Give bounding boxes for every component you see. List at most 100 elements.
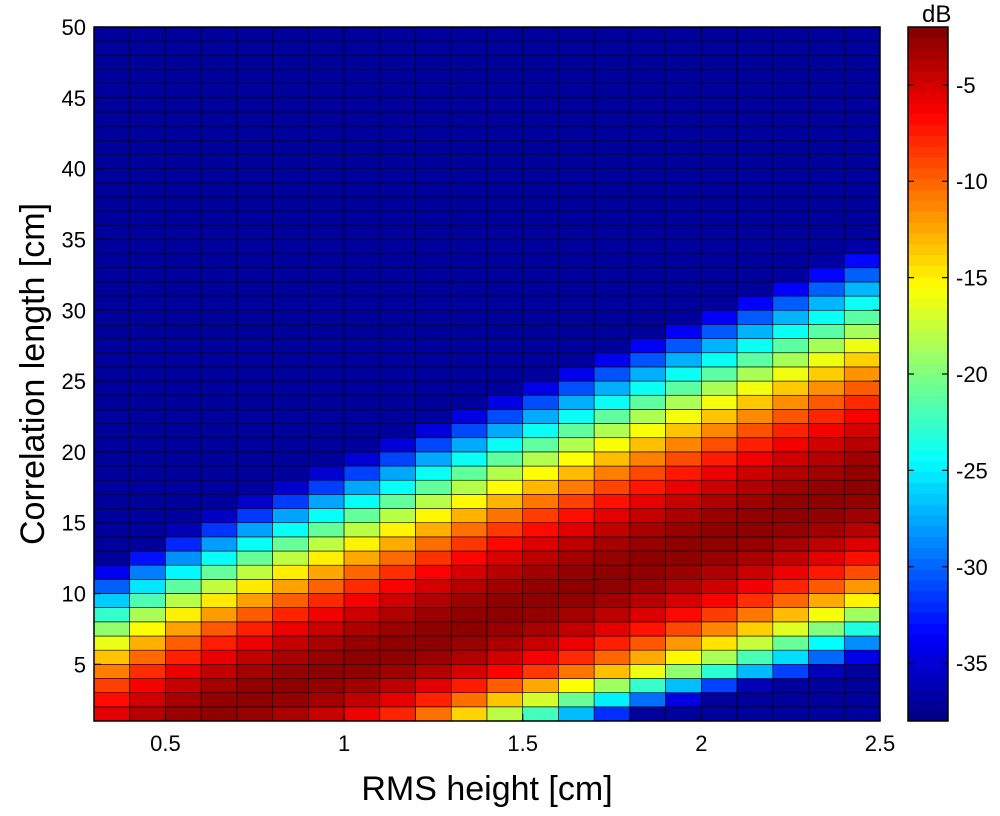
heatmap-cell — [843, 352, 881, 368]
heatmap-cell — [843, 140, 881, 155]
heatmap-cell — [701, 479, 738, 495]
heatmap-cell — [308, 83, 345, 99]
heatmap-cell — [343, 621, 381, 637]
heatmap-cell — [165, 182, 202, 198]
heatmap-cell — [629, 154, 666, 169]
heatmap-cell — [450, 607, 488, 623]
heatmap-cell — [343, 40, 381, 56]
heatmap-cell — [593, 26, 631, 42]
heatmap-cell — [236, 196, 273, 212]
heatmap-cell — [343, 196, 381, 212]
colorbar-segment — [908, 482, 948, 494]
heatmap-cell — [415, 579, 452, 594]
heatmap-cell — [379, 423, 416, 439]
heatmap-cell — [343, 479, 381, 495]
heatmap-cell — [522, 324, 559, 339]
heatmap-cell — [415, 281, 452, 297]
heatmap-cell — [808, 380, 845, 396]
heatmap-cell — [236, 168, 273, 184]
heatmap-cell — [808, 97, 845, 113]
heatmap-cell — [843, 154, 881, 169]
heatmap-cell — [415, 83, 452, 99]
x-tick-label: 2.5 — [865, 731, 896, 756]
heatmap-cell — [236, 621, 273, 637]
colorbar-segment — [908, 276, 948, 288]
heatmap-cell — [343, 69, 381, 84]
heatmap-cell — [522, 125, 559, 141]
colorbar-segment — [908, 655, 948, 668]
heatmap-cell — [236, 281, 273, 297]
heatmap-cell — [701, 239, 738, 254]
heatmap-cell — [558, 423, 595, 439]
heatmap-cell — [808, 168, 845, 184]
heatmap-cell — [415, 593, 452, 608]
heatmap-cell — [593, 324, 631, 339]
heatmap-cell — [165, 26, 202, 42]
heatmap-cell — [165, 593, 202, 608]
heatmap-cell — [486, 125, 524, 141]
heatmap-cell — [236, 55, 273, 70]
heatmap-cell — [558, 479, 595, 495]
heatmap-cell — [379, 508, 416, 524]
heatmap-cell — [165, 692, 202, 708]
heatmap-cell — [558, 352, 595, 368]
heatmap-cell — [665, 324, 702, 339]
heatmap-cell — [629, 579, 666, 594]
heatmap-cell — [772, 97, 809, 113]
heatmap-cell — [308, 182, 345, 198]
heatmap-cell — [379, 83, 416, 99]
heatmap-cell — [843, 394, 881, 410]
colorbar-segment — [908, 417, 948, 429]
heatmap-cell — [558, 253, 595, 269]
heatmap-cell — [593, 522, 631, 538]
heatmap-cell — [772, 664, 809, 679]
x-tick-label: 0.5 — [150, 731, 181, 756]
heatmap-cell — [665, 352, 702, 368]
heatmap-cell — [486, 437, 524, 453]
heatmap-cell — [450, 26, 488, 42]
heatmap-cell — [165, 409, 202, 424]
heatmap-cell — [272, 593, 309, 608]
heatmap-cell — [843, 649, 881, 665]
heatmap-cell — [593, 69, 631, 84]
heatmap-cell — [808, 678, 845, 693]
heatmap-cell — [665, 649, 702, 665]
heatmap-cell — [129, 593, 166, 608]
heatmap-cell — [379, 40, 416, 56]
heatmap-cell — [629, 168, 666, 184]
heatmap-cell — [129, 295, 166, 311]
heatmap-cell — [129, 451, 166, 467]
heatmap-cell — [665, 564, 702, 580]
heatmap-cell — [236, 394, 273, 410]
heatmap-cell — [772, 409, 809, 424]
heatmap-cell — [522, 692, 559, 708]
heatmap-cell — [450, 536, 488, 552]
heatmap-cell — [165, 253, 202, 269]
heatmap-cell — [808, 649, 845, 665]
heatmap-cell — [165, 69, 202, 84]
heatmap-cell — [701, 366, 738, 382]
heatmap-cell — [93, 621, 131, 637]
heatmap-cell — [236, 111, 273, 127]
heatmap-cell — [593, 182, 631, 198]
heatmap-cell — [665, 97, 702, 113]
heatmap-cell — [772, 621, 809, 637]
colorbar-segment — [908, 70, 948, 82]
heatmap-cell — [629, 196, 666, 212]
heatmap-cell — [165, 635, 202, 651]
colorbar-segment — [908, 124, 948, 136]
heatmap-cell — [129, 649, 166, 665]
heatmap-cell — [522, 224, 559, 240]
heatmap-cell — [808, 550, 845, 566]
heatmap-cell — [843, 324, 881, 339]
heatmap-cell — [200, 394, 238, 410]
heatmap-cell — [736, 182, 774, 198]
heatmap-cell — [665, 508, 702, 524]
heatmap-cell — [308, 309, 345, 325]
heatmap-cell — [772, 649, 809, 665]
heatmap-cell — [486, 550, 524, 566]
heatmap-cell — [450, 593, 488, 608]
heatmap-cell — [486, 168, 524, 184]
heatmap-cell — [772, 239, 809, 254]
heatmap-cell — [343, 451, 381, 467]
